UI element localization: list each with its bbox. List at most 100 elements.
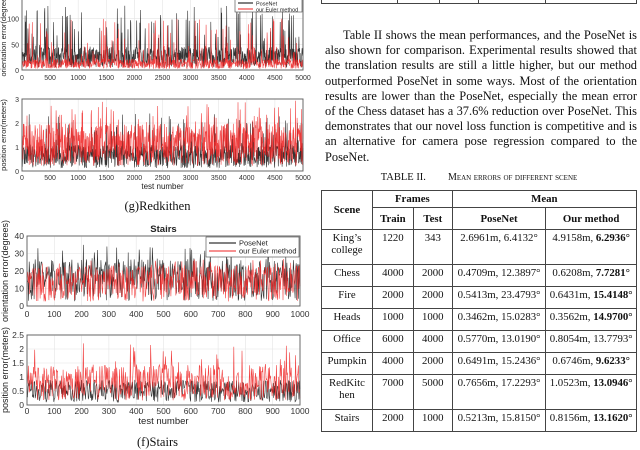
cell-scene: Heads	[321, 308, 373, 331]
x-tick-label: 4000	[239, 75, 255, 82]
y-tick-label: 100	[7, 17, 19, 24]
x-tick-label: 500	[44, 75, 56, 82]
legend-label: PoseNet	[256, 2, 278, 8]
cell-test: 2000	[412, 286, 453, 309]
cell-test: 1000	[412, 409, 453, 432]
x-tick-label: 4500	[267, 175, 283, 182]
y-tick-label: 0	[19, 301, 24, 311]
x-tick-label: 1000	[291, 309, 310, 319]
cell-ours: 0.3562m, 14.9700°	[545, 308, 637, 331]
table-row: RedKitc hen 7000 5000 0.7656m, 17.2293° 1.05…	[321, 374, 637, 410]
x-tick-label: 4500	[267, 75, 283, 82]
series-line-posenet	[21, 5, 304, 68]
cell-scene: Chess	[321, 264, 373, 287]
ours-orientation: 15.4148°	[593, 289, 633, 301]
series-line-euler	[26, 258, 301, 302]
x-tick-label: 0	[25, 309, 30, 319]
x-tick-label: 100	[47, 309, 61, 319]
x-tick-label: 500	[44, 175, 56, 182]
x-tick-label: 500	[156, 406, 170, 416]
y-tick-label: 10	[15, 284, 25, 294]
legend-label: PoseNet	[239, 239, 269, 248]
y-axis-label: position error(meters)	[0, 99, 8, 171]
cell-posenet: 0.7656m, 17.2293°	[451, 374, 547, 410]
stairs-orientation-chart: 0 100 200 300 400 500 600 700 800 900 1000 0 10 20 30 4…	[0, 220, 310, 322]
cell-posenet: 0.6491m, 15.2436°	[451, 352, 547, 375]
paragraph-text: Table II shows the mean performances, an…	[325, 28, 637, 164]
table-row: Pumpkin 4000 2000 0.6491m, 15.2436° 0.6746m,…	[321, 352, 637, 375]
cell-ours: 0.8156m, 13.1620°	[545, 409, 637, 432]
x-tick-label: 4000	[239, 175, 255, 182]
figure-caption-stairs: (f)Stairs	[137, 435, 178, 449]
cell-ours: 0.6431m, 15.4148°	[545, 286, 637, 309]
x-tick-label: 2000	[127, 175, 143, 182]
cell-ours: 0.8054m, 13.7793°	[545, 330, 637, 353]
cell-train: 6000	[371, 330, 414, 353]
x-tick-label: 1000	[70, 175, 86, 182]
table-row: Fire 2000 2000 0.5413m, 23.4793° 0.6431m, 15…	[321, 286, 637, 309]
x-axis-label: test number	[138, 416, 188, 427]
y-tick-label: 0	[15, 169, 19, 176]
cell-scene: Pumpkin	[321, 352, 373, 375]
x-tick-label: 5000	[295, 175, 311, 182]
ours-orientation: 13.7793°	[593, 333, 633, 345]
header-scene: Scene	[321, 190, 373, 230]
x-tick-label: 3000	[183, 175, 199, 182]
y-tick-label: 2	[19, 344, 24, 354]
cell-train: 2000	[371, 286, 414, 309]
stairs-position-chart: 0 100 200 300 400 500 600 700 800 900 100000.511.5…	[0, 327, 310, 427]
cell-train: 1220	[371, 229, 414, 265]
x-tick-label: 3000	[183, 75, 199, 82]
x-tick-label: 400	[129, 309, 143, 319]
table-row: Office 6000 4000 0.5770m, 13.0190° 0.8054m, …	[321, 330, 637, 353]
cell-ours: 0.6746m, 9.6233°	[545, 352, 637, 375]
x-tick-label: 300	[102, 309, 116, 319]
ours-position: 4.9158m,	[552, 232, 596, 244]
x-tick-label: 5000	[295, 75, 311, 82]
y-tick-label: 0	[19, 400, 24, 410]
y-tick-label: 3	[15, 97, 19, 104]
cell-scene: King’s college	[321, 229, 373, 265]
cell-scene: Office	[321, 330, 373, 353]
cell-test: 2000	[412, 352, 453, 375]
y-axis-label: orientation error(degrees)	[0, 220, 10, 322]
ours-orientation: 13.1620°	[593, 412, 633, 424]
cell-posenet: 0.5413m, 23.4793°	[451, 286, 547, 309]
ours-position: 0.8054m,	[549, 333, 594, 345]
header-frames: Frames	[371, 190, 453, 208]
table-row: Heads 1000 1000 0.3462m, 15.0283° 0.3562m, 1…	[321, 308, 637, 331]
ours-orientation: 6.2936°	[595, 232, 630, 244]
cell-ours: 0.6208m, 7.7281°	[545, 264, 637, 287]
y-tick-label: 50	[11, 42, 19, 49]
x-tick-label: 900	[266, 406, 280, 416]
x-tick-label: 500	[156, 309, 170, 319]
cell-test: 5000	[412, 374, 453, 410]
x-tick-label: 1500	[99, 175, 115, 182]
cell-posenet: 0.3462m, 15.0283°	[451, 308, 547, 331]
x-tick-label: 2000	[127, 75, 143, 82]
series-line-euler	[26, 343, 301, 401]
ours-orientation: 9.6233°	[595, 355, 630, 367]
figure-charts: 0 500 1000 1500 2000 2500 3000 3500 4000 4500 5000…	[0, 0, 311, 427]
y-tick-label: 1	[19, 372, 24, 382]
mean-errors-table: Scene Frames Mean Train Test PoseNet Our…	[321, 190, 638, 432]
cell-scene: Fire	[321, 286, 373, 309]
y-tick-label: 0.5	[12, 386, 24, 396]
x-tick-label: 200	[75, 309, 89, 319]
ours-position: 0.8156m,	[549, 412, 594, 424]
x-tick-label: 700	[211, 309, 225, 319]
y-axis-label: orientation error(degrees)	[0, 0, 8, 77]
cell-train: 2000	[371, 409, 414, 432]
ours-orientation: 14.9700°	[593, 311, 633, 323]
legend-label: our Euler method	[239, 247, 297, 256]
x-tick-label: 1000	[70, 75, 86, 82]
x-tick-label: 400	[129, 406, 143, 416]
cell-scene: RedKitc hen	[321, 374, 373, 410]
cell-posenet: 2.6961m, 6.4132°	[451, 229, 547, 265]
header-test: Test	[412, 207, 453, 230]
ours-position: 1.0523m,	[549, 377, 594, 389]
x-tick-label: 600	[184, 406, 198, 416]
redkitchen-position-chart: 0 500 1000 1500 2000 2500 3000 3500 4000 4500 5000…	[0, 97, 311, 191]
